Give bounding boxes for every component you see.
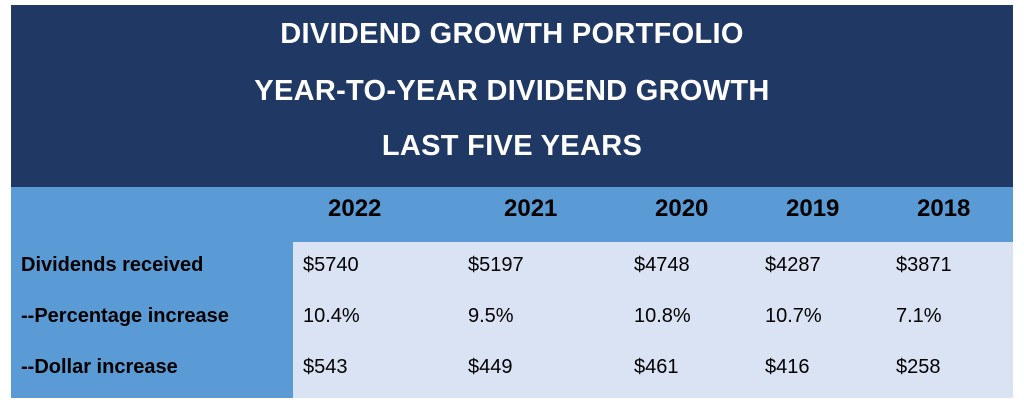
table-cell: $258 — [896, 356, 941, 378]
year-header: 2020 — [655, 195, 709, 222]
year-header: 2021 — [504, 195, 558, 222]
title-line-1: DIVIDEND GROWTH PORTFOLIO — [280, 18, 744, 50]
row-label: Dividends received — [21, 254, 204, 276]
year-header: 2019 — [786, 195, 840, 222]
table-cell: 10.8% — [634, 305, 691, 327]
row-label-column: Dividends received --Percentage increase… — [11, 242, 293, 398]
title-line-3: LAST FIVE YEARS — [381, 130, 643, 162]
dividend-growth-table: DIVIDEND GROWTH PORTFOLIO YEAR-TO-YEAR D… — [11, 5, 1013, 398]
row-label: --Dollar increase — [21, 356, 178, 378]
table-cell: $4287 — [765, 254, 821, 276]
table-cell: 10.4% — [303, 305, 360, 327]
table-cell: $543 — [303, 356, 348, 378]
title-banner: DIVIDEND GROWTH PORTFOLIO YEAR-TO-YEAR D… — [11, 5, 1013, 187]
table-cell: $461 — [634, 356, 679, 378]
data-cells: $5740 $5197 $4748 $4287 $3871 10.4% 9.5%… — [293, 242, 1013, 398]
table-cell: 9.5% — [468, 305, 514, 327]
table-cell: $5740 — [303, 254, 359, 276]
year-header: 2018 — [917, 195, 971, 222]
title-line-2: YEAR-TO-YEAR DIVIDEND GROWTH — [254, 75, 770, 107]
table-cell: $416 — [765, 356, 810, 378]
year-header: 2022 — [328, 195, 382, 222]
row-label: --Percentage increase — [21, 305, 229, 327]
table-cell: $449 — [468, 356, 513, 378]
table-cell: $4748 — [634, 254, 690, 276]
table-cell: 7.1% — [896, 305, 942, 327]
year-header-row: 2022 2021 2020 2019 2018 — [11, 187, 1013, 242]
table-cell: $3871 — [896, 254, 952, 276]
table-cell: $5197 — [468, 254, 524, 276]
table-cell: 10.7% — [765, 305, 822, 327]
